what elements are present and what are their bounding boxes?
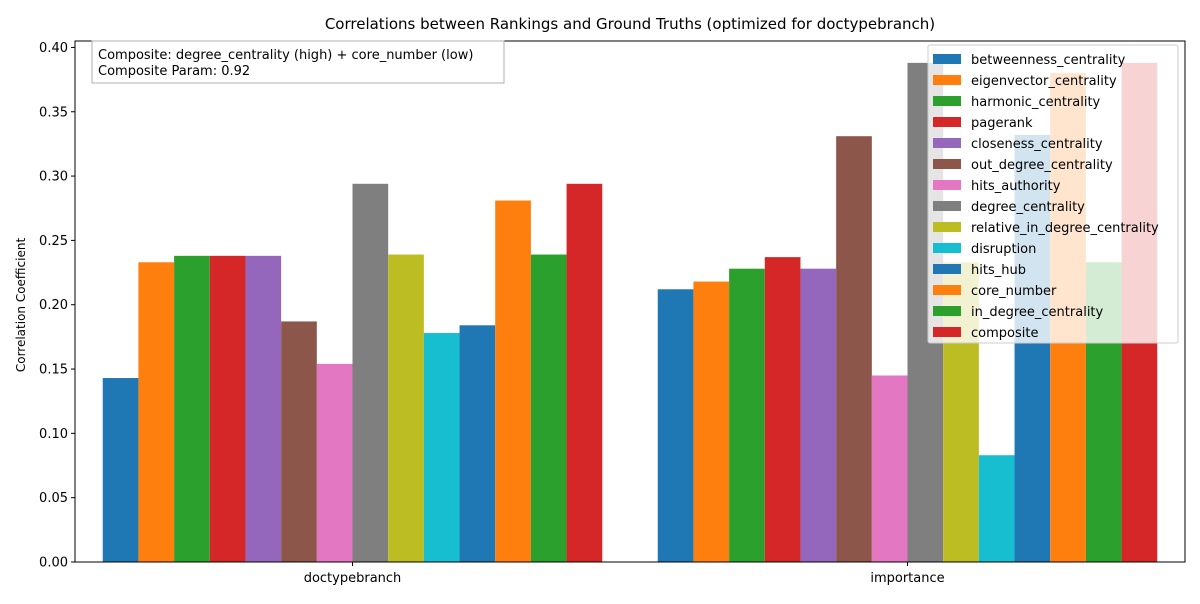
annotation-line-2: Composite Param: 0.92 (98, 64, 250, 79)
bar-core-number-doctypebranch (495, 200, 531, 562)
bar-eigenvector-centrality-importance (693, 281, 730, 562)
bar-hits-authority-importance (871, 375, 908, 562)
y-tick-label: 0.40 (39, 41, 68, 56)
bar-disruption-importance (978, 455, 1015, 562)
y-tick-label: 0.05 (39, 491, 68, 506)
bar-composite-doctypebranch (566, 183, 603, 562)
legend-swatch-pagerank (933, 117, 961, 127)
bar-out-degree-centrality-importance (836, 136, 872, 562)
legend-swatch-harmonic-centrality (933, 96, 961, 106)
plot-frame (74, 40, 1186, 563)
legend-label-eigenvector-centrality: eigenvector_centrality (971, 74, 1117, 89)
y-tick-label: 0.25 (39, 234, 68, 249)
legend-swatch-closeness-centrality (933, 138, 961, 148)
bar-eigenvector-centrality-doctypebranch (138, 262, 175, 562)
y-tick-label: 0.15 (39, 363, 68, 378)
legend: betweenness_centrality eigenvector_centra… (927, 44, 1179, 344)
legend-label-degree-centrality: degree_centrality (971, 200, 1085, 215)
legend-swatch-degree-centrality (933, 201, 961, 211)
y-axis-label: Correlation Coefficient (14, 238, 28, 373)
bar-pagerank-doctypebranch (209, 255, 246, 562)
legend-swatch-disruption (933, 243, 961, 253)
legend-swatch-core-number (933, 285, 961, 295)
legend-label-closeness-centrality: closeness_centrality (971, 137, 1103, 152)
legend-swatch-out-degree-centrality (933, 159, 961, 169)
y-tick-label: 0.10 (39, 427, 68, 442)
x-tick-label-doctypebranch: doctypebranch (304, 571, 402, 586)
bar-hits-hub-doctypebranch (459, 325, 496, 562)
bar-betweenness-centrality-doctypebranch (102, 378, 139, 562)
bar-disruption-doctypebranch (423, 333, 460, 562)
axes-layer: 0.00 0.05 0.10 0.15 0.20 0.25 0.30 0.35 0.40 doct… (39, 40, 1186, 586)
bar-out-degree-centrality-doctypebranch (281, 321, 317, 562)
legend-label-hits-authority: hits_authority (971, 179, 1061, 194)
legend-swatch-eigenvector-centrality (933, 75, 961, 85)
legend-swatch-relative-in-degree-centrality (933, 222, 961, 232)
legend-swatch-betweenness-centrality (933, 54, 961, 64)
annotation-line-1: Composite: degree_centrality (high) + co… (98, 48, 473, 63)
legend-label-disruption: disruption (971, 242, 1036, 257)
legend-label-harmonic-centrality: harmonic_centrality (971, 95, 1101, 110)
bar-closeness-centrality-doctypebranch (245, 255, 282, 562)
bar-betweenness-centrality-importance (657, 289, 694, 562)
legend-label-composite: composite (971, 326, 1038, 341)
bar-pagerank-importance (764, 257, 801, 562)
legend-swatch-in-degree-centrality (933, 306, 961, 316)
bar-harmonic-centrality-doctypebranch (174, 255, 210, 562)
bar-in-degree-centrality-doctypebranch (530, 254, 567, 562)
legend-label-core-number: core_number (971, 284, 1057, 299)
y-tick-label: 0.35 (39, 105, 68, 120)
annotation-box: Composite: degree_centrality (high) + co… (91, 40, 505, 84)
legend-label-relative-in-degree-centrality: relative_in_degree_centrality (971, 221, 1159, 236)
bar-hits-authority-doctypebranch (316, 363, 353, 562)
y-tick-label: 0.30 (39, 170, 68, 185)
legend-frame (927, 44, 1179, 344)
y-tick-label: 0.00 (39, 556, 68, 571)
bar-relative-in-degree-centrality-doctypebranch (388, 254, 424, 562)
legend-swatch-hits-hub (933, 264, 961, 274)
legend-swatch-composite (933, 327, 961, 337)
bar-degree-centrality-doctypebranch (352, 183, 389, 562)
bar-closeness-centrality-importance (800, 268, 837, 562)
legend-label-out-degree-centrality: out_degree_centrality (971, 158, 1113, 173)
legend-label-pagerank: pagerank (971, 116, 1033, 131)
legend-label-betweenness-centrality: betweenness_centrality (971, 53, 1126, 68)
y-tick-label: 0.20 (39, 298, 68, 313)
annotation-frame (91, 40, 505, 84)
chart-title: Correlations between Rankings and Ground… (325, 15, 935, 33)
legend-label-in-degree-centrality: in_degree_centrality (971, 305, 1104, 320)
bar-harmonic-centrality-importance (729, 268, 765, 562)
legend-swatch-hits-authority (933, 180, 961, 190)
x-tick-label-importance: importance (870, 571, 944, 586)
legend-label-hits-hub: hits_hub (971, 263, 1026, 278)
